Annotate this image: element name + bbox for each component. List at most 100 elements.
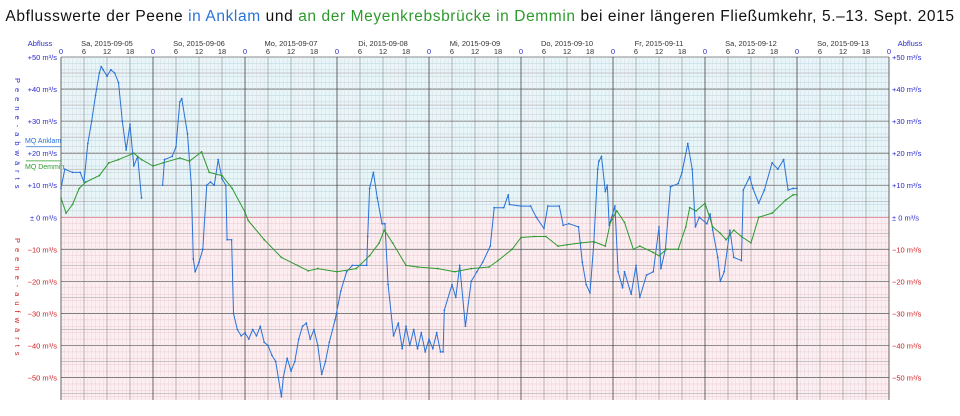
data-point-anklam [286, 357, 289, 360]
data-point-anklam [435, 331, 438, 334]
data-point-anklam [669, 185, 672, 188]
y-tick-label-right: ± 0 m³/s [892, 213, 919, 222]
data-point-demmin [470, 267, 473, 270]
data-point-anklam [198, 261, 200, 264]
data-point-demmin [557, 245, 559, 248]
y-tick-label-right: −20 m³/s [892, 277, 922, 286]
data-point-demmin [609, 221, 612, 224]
hour-tick-label: 12 [195, 47, 203, 56]
data-point-demmin [132, 152, 135, 155]
data-point-anklam [431, 347, 434, 350]
data-point-anklam [290, 370, 292, 373]
data-point-anklam [443, 309, 446, 312]
data-point-anklam [596, 168, 599, 171]
data-point-demmin [188, 160, 191, 163]
hour-tick-label: 18 [402, 47, 410, 56]
data-point-anklam [740, 259, 743, 262]
data-point-anklam [213, 184, 216, 187]
hour-tick-label: 0 [519, 47, 523, 56]
data-point-anklam [451, 283, 453, 286]
data-point-anklam [408, 344, 411, 347]
data-point-anklam [729, 229, 731, 232]
hour-tick-label: 0 [887, 47, 891, 56]
data-point-anklam [568, 222, 570, 225]
hour-tick-label: 18 [678, 47, 686, 56]
data-point-demmin [604, 245, 607, 248]
mq-reference-label: MQ Demmin [25, 164, 64, 171]
data-point-demmin [78, 187, 81, 190]
data-point-demmin [178, 157, 181, 159]
data-point-anklam [589, 292, 591, 294]
data-point-demmin [162, 161, 165, 164]
data-point-anklam [562, 224, 565, 227]
hour-tick-label: 0 [427, 47, 431, 56]
hour-tick-label: 0 [59, 47, 63, 56]
hour-tick-label: 12 [379, 47, 387, 56]
data-point-anklam [259, 325, 262, 328]
y-tick-label-left: −40 m³/s [28, 342, 58, 351]
data-point-anklam [316, 344, 319, 347]
data-point-anklam [251, 328, 254, 331]
data-point-anklam [598, 160, 600, 163]
data-point-anklam [397, 322, 400, 324]
mq-reference-label: MQ Anklam [25, 138, 61, 145]
data-point-anklam [614, 205, 616, 207]
data-point-anklam [405, 325, 407, 328]
hour-tick-label: 12 [747, 47, 755, 56]
data-point-anklam [209, 181, 212, 183]
chart-title: Abflusswerte der Peene in Anklam und an … [0, 8, 960, 26]
side-label-upstream: Peene-aufwärts [13, 238, 22, 361]
hour-tick-label: 0 [795, 47, 799, 56]
y-tick-label-right: +40 m³/s [892, 85, 922, 94]
data-point-anklam [529, 205, 532, 207]
data-point-anklam [630, 293, 633, 296]
data-point-demmin [520, 236, 522, 239]
day-label: Mo, 2015-09-07 [265, 39, 318, 48]
hour-tick-label: 6 [726, 47, 730, 56]
data-point-demmin [796, 193, 798, 196]
data-point-anklam [752, 187, 754, 190]
data-point-anklam [71, 171, 74, 174]
data-point-anklam [255, 334, 258, 337]
data-point-demmin [140, 158, 143, 161]
data-point-anklam [507, 193, 510, 196]
data-point-anklam [79, 171, 82, 174]
data-point-demmin [71, 203, 74, 206]
data-point-anklam [140, 197, 143, 199]
data-point-anklam [464, 325, 467, 328]
data-point-demmin [98, 174, 101, 177]
data-point-anklam [577, 225, 580, 228]
data-point-anklam [381, 222, 383, 225]
data-point-anklam [171, 155, 174, 158]
data-point-anklam [782, 158, 785, 161]
data-point-anklam [129, 123, 131, 126]
data-point-anklam [694, 225, 697, 228]
data-point-anklam [113, 72, 116, 74]
data-point-anklam [121, 120, 124, 123]
hour-tick-label: 18 [862, 47, 870, 56]
data-point-anklam [368, 187, 371, 190]
data-point-anklam [125, 149, 128, 151]
title-text: und [260, 8, 299, 25]
data-point-anklam [604, 190, 607, 193]
data-point-anklam [267, 344, 269, 347]
data-point-demmin [740, 235, 743, 238]
data-point-demmin [580, 242, 582, 244]
data-point-demmin [336, 270, 338, 273]
data-point-anklam [328, 341, 331, 344]
data-point-demmin [497, 259, 499, 262]
hour-tick-label: 12 [287, 47, 295, 56]
data-point-anklam [535, 216, 538, 219]
data-point-demmin [383, 229, 386, 232]
data-point-anklam [581, 261, 584, 264]
data-point-anklam [681, 171, 683, 174]
data-point-demmin [416, 266, 419, 268]
hour-tick-label: 0 [335, 47, 339, 56]
y-tick-label-left: +20 m³/s [28, 149, 58, 158]
data-point-demmin [391, 242, 394, 244]
data-point-demmin [244, 211, 246, 214]
data-point-anklam [716, 256, 719, 259]
hour-tick-label: 18 [310, 47, 318, 56]
data-point-demmin [511, 248, 513, 251]
data-point-anklam [719, 280, 722, 283]
